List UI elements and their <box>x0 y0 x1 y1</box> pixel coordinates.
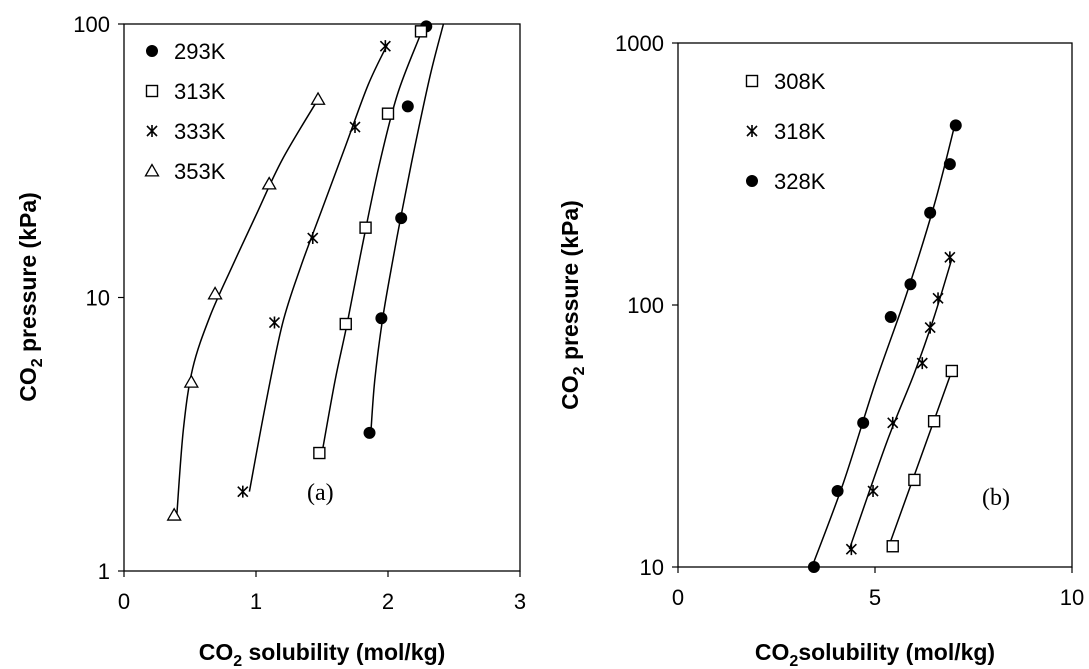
data-point-328K <box>904 278 917 291</box>
y-tick-label: 100 <box>627 293 664 318</box>
y-axis-title-subscript: 2 <box>29 358 46 367</box>
data-point-318K <box>867 485 879 498</box>
fit-curve-313K <box>321 24 426 454</box>
legend-label-313K: 313K <box>174 79 226 104</box>
data-point-328K <box>857 416 870 429</box>
data-point-308K <box>908 473 921 487</box>
x-axis-title-main: CO <box>199 639 234 665</box>
data-point-318K <box>916 357 928 370</box>
x-axis-title-rest: solubility (mol/kg) <box>798 639 995 665</box>
y-axis-title-main: CO <box>15 367 41 402</box>
x-tick-label: 2 <box>382 589 394 614</box>
fit-curve-333K <box>248 42 389 492</box>
data-point-353K <box>166 507 182 521</box>
data-point-318K <box>944 251 956 264</box>
data-point-333K <box>268 316 281 329</box>
x-tick-label: 10 <box>1060 585 1084 610</box>
data-point-313K <box>313 446 326 460</box>
data-point-328K <box>924 206 937 219</box>
legend-marker-313K <box>145 84 159 98</box>
data-point-333K <box>379 40 391 53</box>
legend-label-333K: 333K <box>174 119 226 144</box>
y-axis-title-rest: pressure (kPa) <box>557 200 583 366</box>
legend-marker-353K <box>144 163 160 177</box>
y-tick-label: 10 <box>640 555 664 580</box>
x-axis-title-rest: solubility (mol/kg) <box>242 639 445 665</box>
legend-marker-318K <box>746 125 758 137</box>
y-axis-title: CO2 pressure (kPa) <box>557 200 588 410</box>
data-point-308K <box>945 364 959 378</box>
data-point-328K <box>884 310 897 323</box>
data-point-293K <box>395 212 408 225</box>
y-tick-label: 1 <box>98 559 110 584</box>
legend-marker-308K <box>745 74 759 88</box>
data-point-293K <box>401 100 414 113</box>
fit-curve-328K <box>811 128 955 567</box>
data-point-318K <box>845 543 857 556</box>
legend-label-353K: 353K <box>174 159 226 184</box>
data-point-353K <box>310 91 326 105</box>
y-tick-label: 10 <box>86 286 110 311</box>
data-point-318K <box>924 321 936 334</box>
data-point-333K <box>307 232 319 245</box>
y-tick-label: 1000 <box>615 31 664 56</box>
y-axis-title-subscript: 2 <box>571 366 588 375</box>
data-point-313K <box>414 25 428 38</box>
fit-curve-318K <box>848 258 953 550</box>
x-axis-title: CO2solubility (mol/kg) <box>755 639 995 669</box>
data-point-293K <box>375 312 388 325</box>
data-point-333K <box>237 485 249 498</box>
data-point-328K <box>831 485 844 498</box>
fit-curve-308K <box>888 370 953 547</box>
x-axis-title-main: CO <box>755 639 790 665</box>
y-axis-title-main: CO <box>557 375 583 410</box>
data-point-308K <box>927 415 941 428</box>
legend-marker-333K <box>146 125 158 137</box>
data-point-353K <box>261 176 277 190</box>
data-point-313K <box>339 317 352 331</box>
data-point-293K <box>363 426 376 439</box>
data-point-313K <box>381 107 395 120</box>
panel-label: (b) <box>982 485 1010 511</box>
data-point-308K <box>886 540 899 553</box>
data-point-333K <box>349 121 361 134</box>
data-point-318K <box>887 416 899 429</box>
legend-label-308K: 308K <box>774 69 826 94</box>
legend-label-293K: 293K <box>174 39 226 64</box>
x-tick-label: 0 <box>118 589 130 614</box>
data-point-353K <box>207 286 223 300</box>
x-tick-label: 1 <box>250 589 262 614</box>
data-point-313K <box>359 221 372 234</box>
legend-label-328K: 328K <box>774 169 826 194</box>
x-axis-title: CO2 solubility (mol/kg) <box>199 639 446 669</box>
y-axis-title: CO2 pressure (kPa) <box>15 192 46 402</box>
fit-curve-293K <box>370 24 445 433</box>
legend-label-318K: 318K <box>774 119 826 144</box>
y-axis-title-rest: pressure (kPa) <box>15 192 41 358</box>
x-tick-label: 5 <box>869 585 881 610</box>
legend-marker-328K <box>746 175 758 187</box>
x-axis-title-subscript: 2 <box>789 653 798 669</box>
legend-marker-293K <box>146 45 158 57</box>
y-tick-label: 100 <box>73 12 110 37</box>
data-point-328K <box>807 561 820 573</box>
x-axis-title-subscript: 2 <box>233 653 242 669</box>
panel-label: (a) <box>307 480 334 506</box>
data-point-353K <box>183 374 199 388</box>
data-point-318K <box>932 292 944 305</box>
data-point-328K <box>949 119 962 132</box>
x-tick-label: 3 <box>514 589 526 614</box>
x-tick-label: 0 <box>672 585 684 610</box>
data-point-328K <box>943 158 956 171</box>
